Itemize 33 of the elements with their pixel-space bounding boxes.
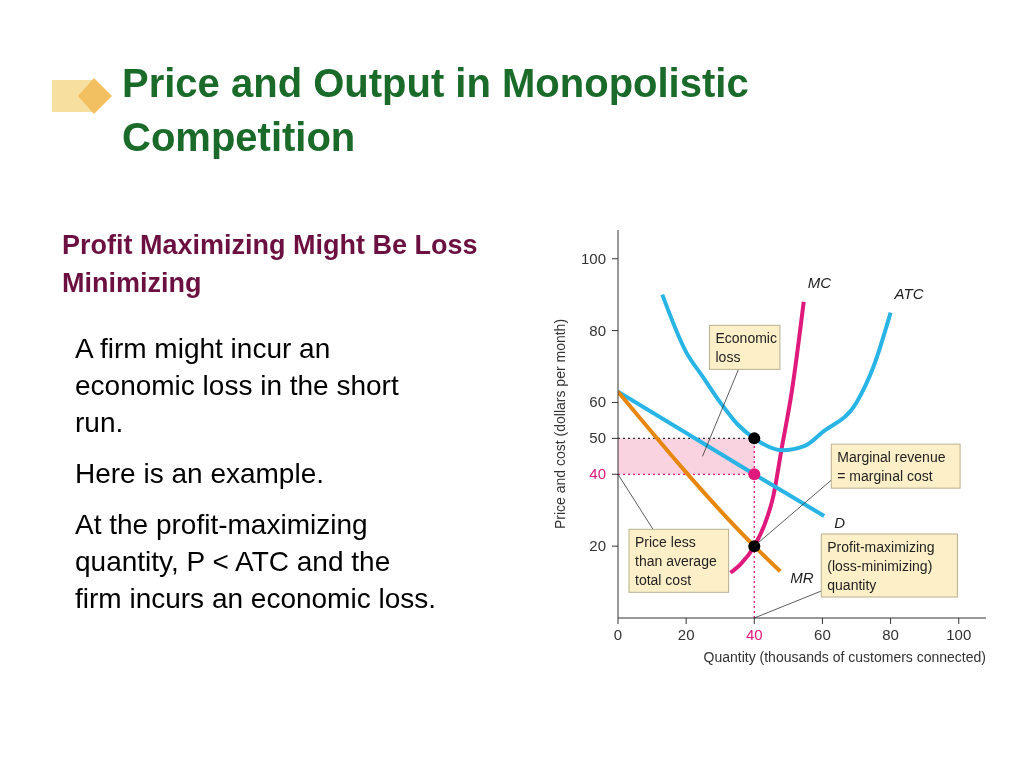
y-tick-label: 80 (589, 321, 606, 339)
y-tick-label: 50 (589, 429, 606, 447)
chart-title: Price and Output in Monopolistic Competition (122, 60, 750, 161)
band-label: Economic loss (715, 330, 777, 366)
series-label: ATC (893, 284, 924, 302)
x-tick-label: 80 (882, 626, 899, 643)
annotation: Marginal revenue = marginal cost (837, 449, 946, 485)
series-label: MR (790, 569, 814, 587)
text: A firm might incur an economic loss in the short run. (75, 332, 400, 440)
text: Profit Maximizing Might Be Loss Minimizing (62, 229, 479, 300)
point (748, 432, 761, 445)
point (748, 468, 761, 481)
text: Here is an example. (75, 457, 325, 491)
y-tick-label: 40 (589, 465, 606, 483)
line-series (660, 292, 893, 453)
x-tick-label: 60 (814, 626, 831, 643)
callout-box: Economic loss (702, 324, 781, 457)
x-tick-label: 100 (946, 626, 972, 643)
ref-line-label: Profit-maximizing (loss-minimizing) quantity (827, 539, 935, 593)
y-tick-label: 60 (589, 393, 606, 411)
y-tick-label: 100 (580, 249, 606, 267)
text: At the profit-maximizing quantity, P < ATC and the firm incurs an economic loss. (75, 508, 437, 616)
ref-line-label: Price less than average total cost (635, 534, 717, 589)
series-label: D (834, 513, 846, 531)
x-tick-label: 40 (745, 626, 763, 643)
x-tick-label: 20 (677, 626, 695, 643)
point (748, 540, 761, 553)
callout-box: Price less than average total cost (617, 473, 730, 593)
series-label: MC (807, 273, 832, 291)
y-axis-title: Price and cost (dollars per month) (551, 318, 568, 530)
x-tick-label: 0 (613, 626, 623, 643)
x-axis-title: Quantity (thousands of customers connected) (703, 649, 986, 665)
y-tick-label: 20 (589, 537, 606, 555)
